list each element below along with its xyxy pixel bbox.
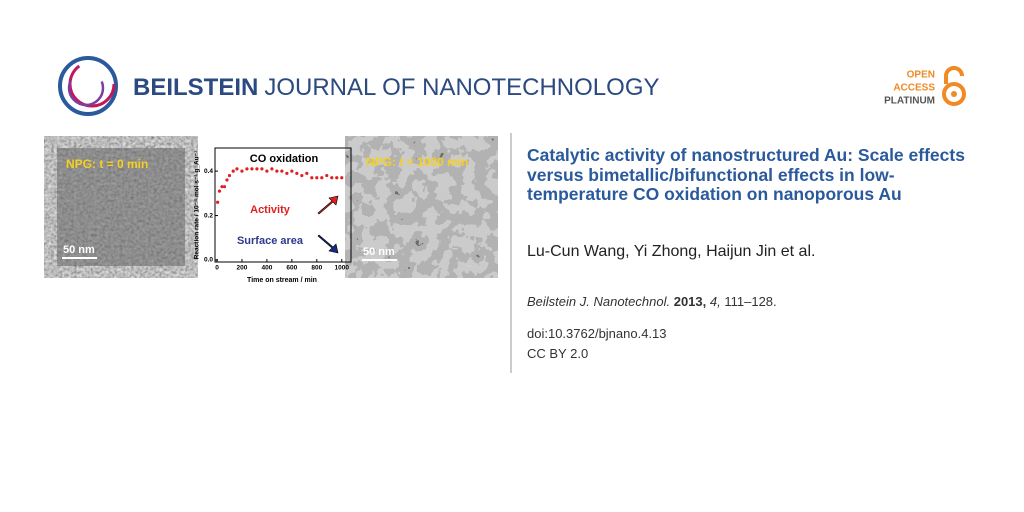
scale-label: 50 nm [363, 246, 395, 258]
data-point [275, 169, 279, 173]
data-point [265, 169, 269, 173]
doi: doi:10.3762/bjnano.4.13 [527, 326, 667, 341]
citation: Beilstein J. Nanotechnol. 2013, 4, 111–1… [527, 294, 777, 309]
annotation: Surface area [237, 235, 304, 247]
x-axis-label: Time on stream / min [247, 277, 317, 284]
x-tick-label: 0 [215, 265, 219, 272]
chart-title: CO oxidation [250, 153, 319, 165]
data-point [222, 185, 227, 189]
data-point [260, 167, 264, 171]
logo [58, 56, 118, 116]
arrow-down [317, 234, 339, 254]
sem-tint [57, 148, 185, 266]
year: 2013, [673, 294, 707, 309]
data-point [335, 176, 339, 180]
data-point [330, 176, 334, 180]
journal-rest: JOURNAL OF NANOTECHNOLOGY [264, 74, 659, 101]
badge-text: OPEN [907, 70, 935, 81]
data-point [250, 167, 254, 171]
data-point [217, 189, 222, 193]
x-tick-label: 200 [237, 265, 248, 272]
data-point [285, 171, 289, 175]
pages: 111–128. [724, 294, 777, 309]
x-tick-label: 1000 [335, 265, 350, 272]
panel-label: NPG: t = 0 min [66, 157, 148, 171]
x-tick-label: 400 [261, 265, 272, 272]
volume: 4, [709, 294, 721, 309]
scale-label: 50 nm [63, 244, 95, 256]
sem-image [358, 148, 485, 266]
y-tick-label: 0.2 [204, 212, 213, 219]
data-point [245, 167, 249, 171]
data-point [270, 167, 274, 171]
data-point [320, 176, 324, 180]
license: CC BY 2.0 [527, 346, 589, 361]
arrow-up [317, 195, 339, 215]
data-point [280, 169, 284, 173]
data-point [290, 169, 294, 173]
badge-text: PLATINUM [884, 96, 935, 107]
data-point [295, 171, 299, 175]
data-point [305, 171, 309, 175]
open-access-icon [942, 66, 966, 106]
y-tick-label: 0.0 [204, 257, 213, 264]
journal-name: BEILSTEIN JOURNAL OF NANOTECHNOLOGY [133, 74, 660, 101]
data-point [235, 167, 239, 171]
data-point [231, 169, 235, 173]
data-point [220, 185, 224, 189]
data-point [325, 173, 329, 178]
badge-text: ACCESS [893, 83, 935, 94]
authors: Lu-Cun Wang, Yi Zhong, Haijun Jin et al. [527, 243, 816, 260]
data-point [225, 178, 229, 182]
data-point [310, 176, 314, 180]
panel-label: NPG: t = 1000 min [366, 155, 468, 169]
journal-bold: BEILSTEIN [133, 74, 258, 101]
journal-abbrev: Beilstein J. Nanotechnol. [527, 294, 671, 309]
x-tick-label: 800 [311, 265, 322, 272]
data-point [315, 176, 319, 180]
article-title: Catalytic activity of nanostructured Au:… [527, 145, 965, 204]
data-point [340, 176, 344, 180]
data-point [240, 169, 244, 173]
data-point [255, 167, 259, 171]
y-axis-label: Reaction rate / 10⁻⁴ mol s⁻¹ g_Au⁻¹ [194, 151, 201, 260]
plot-frame [214, 147, 352, 263]
y-tick-label: 0.4 [204, 168, 213, 175]
data-point [300, 173, 304, 178]
data-point [216, 200, 220, 204]
annotation: Activity [250, 204, 291, 216]
data-point [227, 173, 232, 178]
x-tick-label: 600 [286, 265, 297, 272]
